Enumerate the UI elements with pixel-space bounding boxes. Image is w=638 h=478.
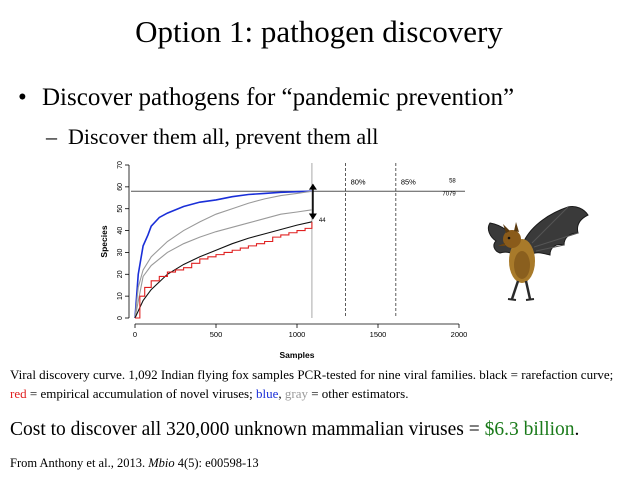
x-tick-label: 1500: [370, 330, 387, 339]
viral-discovery-chart: 0 10 20 30 40 50 60 70 0 500 1000 1500 2000 Samples Sp…: [99, 161, 468, 360]
x-tick-label: 2000: [451, 330, 468, 339]
vertical-line-label: 80%: [351, 178, 366, 187]
cost-end: .: [574, 419, 580, 440]
x-axis-label: Samples: [280, 350, 315, 360]
cost-amount: $6.3 billion: [484, 419, 575, 440]
chart-annotation: 7079: [442, 192, 456, 198]
x-tick-label: 0: [133, 330, 137, 339]
x-tick-label: 500: [210, 330, 223, 339]
sub-bullet-item: – Discover them all, prevent them all: [46, 124, 378, 150]
caption-text-4: = other estimators.: [307, 386, 409, 401]
series-line-black: [134, 221, 313, 319]
sub-bullet-text: Discover them all, prevent them all: [68, 124, 379, 149]
caption-blue-word: blue: [255, 386, 279, 401]
reference-citation: From Anthony et al., 2013. Mbio 4(5): e0…: [10, 456, 259, 471]
series-line-red: [135, 221, 313, 319]
chart-annotation: 58: [449, 178, 456, 184]
slide-title: Option 1: pathogen discovery: [135, 14, 503, 49]
figure-caption: Viral discovery curve. 1,092 Indian flyi…: [10, 365, 630, 403]
caption-gray-word: gray: [284, 386, 308, 401]
chart-annotation: 44: [319, 218, 326, 224]
cost-text: Cost to discover all 320,000 unknown mam…: [10, 419, 485, 440]
y-axis-label: Species: [99, 225, 109, 257]
bullet-text: Discover pathogens for “pandemic prevent…: [42, 84, 515, 111]
caption-text-2: = empirical accumulation of novel viruse…: [26, 386, 256, 401]
reference-text-2: 4(5): e00598-13: [174, 456, 259, 470]
x-tick-label: 1000: [289, 330, 306, 339]
bullet-item: • Discover pathogens for “pandemic preve…: [18, 84, 514, 112]
gap-arrow-head-up: [308, 183, 317, 190]
sub-bullet-marker: –: [46, 124, 57, 149]
y-tick-label: 10: [117, 292, 124, 300]
gap-arrow-head-down: [308, 213, 317, 220]
y-tick-label: 70: [117, 161, 124, 169]
series-line-blue: [134, 190, 312, 319]
y-tick-label: 60: [117, 183, 124, 191]
reference-journal: Mbio: [148, 456, 175, 470]
caption-text-3: ,: [278, 386, 285, 401]
y-tick-label: 40: [117, 227, 124, 235]
y-tick-label: 30: [117, 248, 124, 256]
y-tick-label: 20: [117, 270, 124, 278]
reference-text-1: From Anthony et al., 2013.: [10, 456, 149, 470]
caption-text-1: Viral discovery curve. 1,092 Indian flyi…: [10, 367, 614, 382]
caption-red-word: red: [10, 386, 27, 401]
plot-area: [134, 164, 460, 319]
series-line-gray: [134, 190, 312, 319]
y-tick-label: 0: [117, 316, 124, 320]
bat-illustration-icon: [472, 203, 592, 313]
vertical-line-label: 85%: [401, 178, 416, 187]
series-line-gray: [134, 209, 312, 319]
y-tick-label: 50: [117, 205, 124, 213]
cost-statement: Cost to discover all 320,000 unknown mam…: [10, 419, 579, 441]
bullet-marker: •: [18, 84, 27, 111]
